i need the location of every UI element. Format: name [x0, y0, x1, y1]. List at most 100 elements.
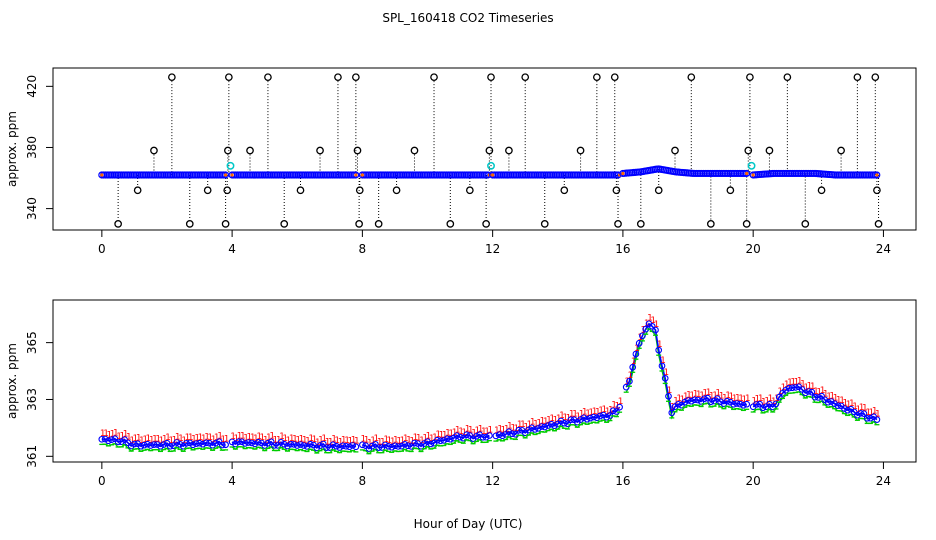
top-highlight-point: [226, 161, 235, 170]
top-outlier-point: [871, 73, 880, 82]
bottom-mean-point: [622, 383, 630, 391]
bottom-upper-marker: 1: [390, 437, 396, 447]
bottom-mean-point: [437, 437, 444, 445]
bottom-mean-point: [176, 440, 184, 448]
bottom-upper-marker: 1: [282, 434, 288, 444]
bottom-mean-point: [717, 398, 724, 406]
bottom-upper-marker: 1: [755, 394, 761, 404]
bottom-upper-marker: 1: [650, 316, 656, 326]
bottom-mean-point: [271, 442, 278, 449]
bottom-mean-point: [632, 350, 640, 358]
bottom-mean-point: [443, 435, 451, 443]
bottom-upper-marker: 1: [481, 427, 487, 437]
bottom-upper-marker: 1: [536, 418, 542, 428]
bottom-mean-point: [674, 400, 682, 408]
bottom-upper-marker: 1: [530, 418, 536, 428]
top-highlight-point: [487, 161, 495, 170]
bottom-upper-marker: 1: [608, 405, 614, 415]
bottom-upper-marker: 1: [178, 434, 184, 444]
bottom-mean-point: [613, 408, 620, 415]
bottom-mean-line: [362, 433, 490, 450]
bottom-mean-point: [453, 432, 461, 439]
bottom-mean-point: [411, 439, 418, 447]
bottom-upper-marker: 1: [833, 394, 839, 404]
bottom-upper-marker: 1: [611, 401, 617, 411]
bottom-mean-point: [844, 406, 851, 414]
bottom-upper-marker: 1: [152, 435, 158, 445]
bottom-mean-point: [759, 404, 767, 412]
bottom-mean-point: [586, 414, 594, 422]
bottom-mean-point: [202, 439, 210, 447]
bottom-mean-point: [661, 374, 669, 382]
bottom-upper-marker: 1: [647, 314, 653, 324]
bottom-upper-marker: 1: [761, 398, 767, 408]
bottom-upper-marker: 1: [422, 434, 428, 444]
bottom-mean-point: [557, 417, 565, 425]
bottom-upper-marker: 1: [364, 436, 370, 446]
bottom-upper-marker: 1: [732, 394, 738, 404]
top-panel: approx. ppm 0 4 8 12 16 20 24 340 380 420: [5, 67, 917, 256]
bottom-upper-marker: 1: [198, 433, 204, 443]
top-highlight-point: [747, 161, 756, 170]
bottom-upper-marker: 1: [234, 434, 240, 444]
bottom-mean-point: [772, 400, 780, 408]
bottom-upper-marker: 1: [510, 424, 516, 434]
bottom-upper-marker: 1: [341, 436, 347, 446]
bottom-mean-point: [801, 389, 809, 397]
bottom-upper-marker: 1: [113, 429, 119, 439]
bottom-mean-point: [691, 396, 698, 404]
bottom-upper-marker: 1: [237, 432, 243, 442]
top-x-tick-label: 12: [485, 242, 500, 256]
bottom-upper-marker: 1: [100, 429, 106, 439]
top-outlier-point: [765, 146, 774, 155]
bottom-mean-point: [192, 440, 200, 447]
bottom-upper-marker: 1: [787, 378, 793, 388]
bottom-mean-point: [863, 414, 871, 422]
bottom-y-tick-label: 365: [25, 331, 39, 354]
bottom-upper-marker: 1: [445, 429, 451, 439]
bottom-y-tick-label: 361: [25, 445, 39, 468]
bottom-upper-marker: 1: [188, 433, 194, 443]
top-plot-frame: [52, 67, 917, 231]
bottom-upper-marker: 1: [406, 436, 412, 446]
top-data-point: [873, 171, 881, 179]
bottom-upper-marker: 1: [735, 393, 741, 403]
bottom-upper-marker: 1: [263, 435, 269, 445]
bottom-upper-marker: 1: [243, 433, 249, 443]
bottom-upper-marker: 1: [751, 397, 757, 407]
bottom-upper-marker: 1: [452, 428, 458, 438]
bottom-upper-marker: 1: [116, 432, 122, 442]
bottom-upper-marker: 1: [663, 368, 669, 378]
top-outlier-point: [374, 220, 383, 228]
bottom-mean-point: [687, 397, 695, 405]
bottom-upper-marker: 1: [107, 431, 113, 441]
bottom-upper-marker: 1: [416, 433, 422, 443]
bottom-mean-point: [824, 398, 832, 406]
bottom-mean-point: [368, 442, 376, 450]
bottom-mean-point: [499, 432, 506, 440]
top-outlier-point: [223, 186, 232, 195]
top-outlier-point: [296, 186, 305, 195]
bottom-upper-marker: 1: [559, 411, 565, 421]
bottom-mean-point: [508, 430, 516, 438]
bottom-panel: approx. ppm 0 4 8 12 16 20 2436136336511111111…: [5, 299, 917, 488]
bottom-upper-marker: 1: [279, 432, 285, 442]
top-outlier-point: [746, 73, 754, 82]
bottom-mean-point: [131, 440, 138, 448]
bottom-mean-point: [189, 441, 197, 449]
bottom-upper-marker: 1: [843, 398, 849, 408]
top-outlier-point: [316, 146, 324, 155]
bottom-upper-marker: 1: [618, 397, 624, 407]
bottom-upper-marker: 1: [403, 434, 409, 444]
bottom-mean-point: [792, 384, 799, 391]
top-outlier-point: [465, 186, 474, 195]
bottom-upper-marker: 1: [165, 433, 171, 443]
bottom-upper-marker: 1: [794, 377, 800, 387]
top-outlier-point: [576, 146, 585, 155]
bottom-mean-point: [235, 438, 242, 446]
bottom-upper-marker: 1: [266, 433, 272, 443]
bottom-mean-point: [616, 403, 623, 411]
bottom-upper-marker: 1: [488, 425, 494, 435]
bottom-upper-marker: 1: [334, 436, 340, 446]
